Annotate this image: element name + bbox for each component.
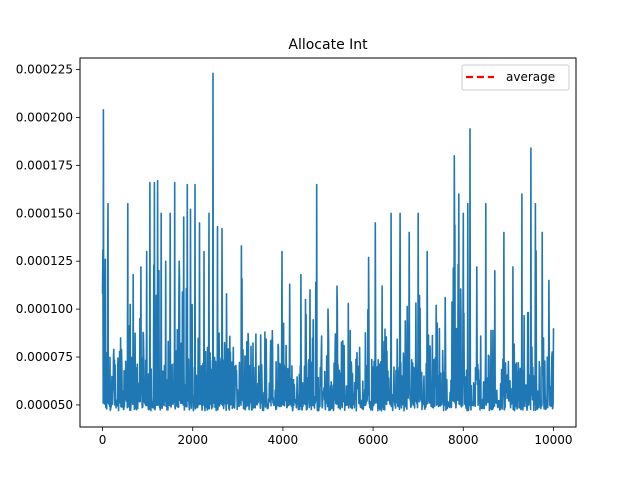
y-tick-label: 0.000125 (16, 254, 73, 268)
legend-label-average: average (506, 70, 555, 84)
chart-title: Allocate Int (288, 37, 368, 53)
x-tick-label: 10000 (534, 433, 572, 447)
y-tick-label: 0.000050 (16, 398, 73, 412)
x-axis: 0 2000 4000 6000 8000 10000 (99, 427, 573, 447)
x-tick-label: 4000 (268, 433, 299, 447)
x-tick-label: 2000 (177, 433, 208, 447)
series-layer (101, 72, 555, 412)
x-tick-label: 6000 (358, 433, 389, 447)
legend: average (461, 64, 570, 91)
y-tick-label: 0.000225 (16, 63, 73, 77)
plot-frame (79, 57, 577, 428)
x-tick-label: 0 (99, 433, 107, 447)
series-line (101, 72, 555, 412)
y-tick-label: 0.000100 (16, 302, 73, 316)
y-axis: 0.000050 0.000075 0.000100 0.000125 0.000150… (16, 63, 80, 412)
legend-box (461, 64, 570, 91)
y-tick-label: 0.000075 (16, 350, 73, 364)
x-tick-label: 8000 (448, 433, 479, 447)
y-tick-label: 0.000200 (16, 110, 73, 124)
y-tick-label: 0.000175 (16, 158, 73, 172)
y-tick-label: 0.000150 (16, 206, 73, 220)
